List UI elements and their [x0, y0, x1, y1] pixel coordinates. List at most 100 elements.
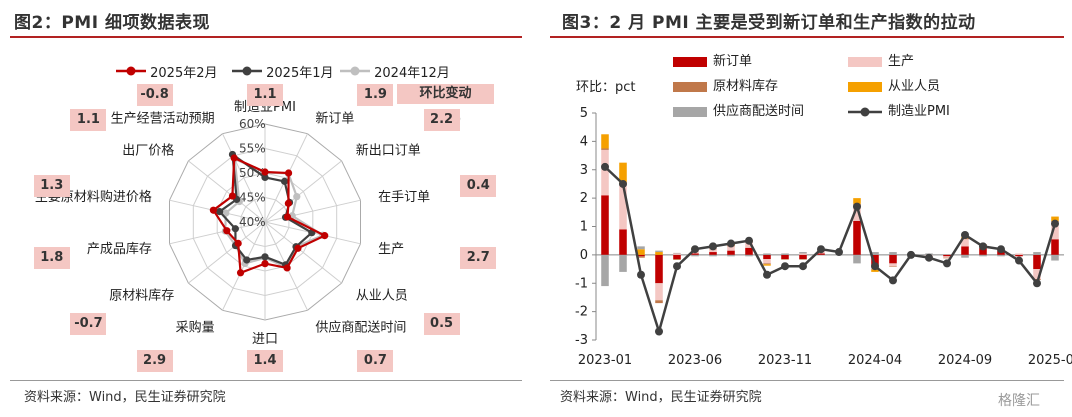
radar-point [228, 192, 237, 200]
bar-segment [655, 252, 663, 255]
pmi-point [979, 242, 987, 251]
change-box: 2.9 [136, 350, 173, 372]
radar-category-label: 在手订单 [378, 190, 430, 205]
bar-segment [655, 250, 663, 253]
pmi-point [997, 245, 1005, 254]
x-tick-label: 2024-04 [848, 353, 902, 368]
bar-segment [601, 195, 609, 255]
change-box: 1.4 [247, 350, 283, 372]
y-tick-label: -2 [575, 305, 588, 320]
radar-spoke [264, 199, 361, 223]
bar-segment [709, 249, 717, 253]
legend-label-delivery: 供应商配送时间 [713, 104, 805, 119]
pmi-point [853, 202, 861, 211]
bar-segment [709, 254, 717, 257]
legend-item-pmi: 制造业PMI [848, 100, 950, 119]
legend-marker-dec [340, 66, 370, 76]
legend-item-production: 生产 [848, 50, 914, 69]
bar-segment [871, 252, 879, 255]
radar-category-label: 供应商配送时间 [315, 320, 406, 336]
change-box: 0.5 [423, 312, 460, 335]
legend-marker-feb [116, 66, 146, 76]
bar-segment [637, 246, 645, 250]
x-tick-label: 2023-01 [578, 353, 632, 368]
y-tick-label: 2 [580, 191, 588, 206]
bar-segment [889, 263, 897, 267]
x-tick-label: 2025-02 [1028, 353, 1072, 368]
bar-segment [943, 257, 951, 259]
bar-segment [817, 254, 825, 256]
legend-label-new-orders: 新订单 [713, 54, 753, 69]
bar-segment [763, 263, 771, 265]
bar-segment [853, 198, 861, 204]
pmi-point [961, 231, 969, 240]
bar-segment [709, 252, 717, 255]
y-tick-label: 4 [580, 134, 588, 149]
radar-point [261, 253, 269, 261]
legend-label-feb: 2025年2月 [150, 66, 218, 81]
radar-spoke [264, 133, 308, 223]
bar-segment [781, 254, 789, 260]
y-tick-label: 0 [580, 248, 588, 263]
change-box: -0.8 [136, 84, 173, 106]
y-tick-label: -3 [575, 333, 588, 348]
bar-segment [943, 254, 951, 257]
legend-label-production: 生产 [888, 54, 915, 69]
y-tick-label: 3 [580, 163, 588, 178]
change-box: 1.1 [247, 84, 283, 106]
bar-segment [619, 229, 627, 255]
legend-swatch-raw-inventory [673, 81, 707, 92]
radar-spoke [264, 160, 342, 223]
bar-segment [853, 254, 861, 264]
bar-segment [871, 269, 879, 272]
bar-segment [745, 247, 753, 255]
x-tick-label: 2024-09 [938, 353, 992, 368]
pmi-point [763, 270, 771, 279]
legend-item-raw-inventory: 原材料库存 [673, 75, 778, 94]
radar-tick-label: 55% [239, 142, 266, 156]
bar-segment [961, 246, 969, 255]
radar-category-label: 采购量 [176, 320, 215, 336]
watermark: 格隆汇 [998, 393, 1040, 409]
change-box: 0.7 [357, 350, 394, 372]
pmi-point [745, 236, 753, 245]
bar-segment [727, 250, 735, 255]
x-tick-label: 2023-11 [758, 353, 812, 368]
radar-point [234, 239, 242, 247]
radar-point [321, 232, 329, 240]
y-tick-label: 5 [580, 106, 588, 121]
pmi-point [637, 270, 645, 279]
y-unit-label: 环比：pct [576, 80, 636, 95]
radar-point [230, 154, 238, 162]
bar-segment [979, 254, 987, 257]
bar-chart: -3 -2 -1 0 1 2 3 4 5 2023-01 2023-06 2023-11 2024-04… [575, 106, 1072, 368]
bar-segment [655, 300, 663, 304]
radar-point [261, 173, 269, 182]
pmi-point [1033, 279, 1041, 288]
pmi-point [835, 248, 843, 257]
radar-point [283, 264, 291, 272]
bar-segment [763, 253, 771, 255]
radar-tick-label: 45% [239, 191, 266, 205]
bar-segment [673, 259, 681, 260]
bar-segment [727, 246, 735, 251]
radar-spoke [169, 221, 266, 245]
radar-category-label: 原材料库存 [109, 287, 174, 303]
change-box: 1.8 [33, 247, 70, 270]
bar-segment [799, 253, 807, 255]
bar-segment [817, 253, 825, 255]
bar-segment [1015, 254, 1023, 257]
legend-swatch-new-orders [673, 56, 707, 67]
change-box: 0.4 [460, 174, 497, 197]
pmi-point [817, 245, 825, 254]
pmi-point [727, 239, 735, 248]
bar-segment [601, 254, 609, 287]
legend-label-pmi: 制造业PMI [888, 104, 950, 119]
pmi-point [655, 327, 663, 336]
radar-point [280, 177, 289, 185]
bar-segment [673, 253, 681, 255]
change-box: 1.9 [357, 84, 394, 106]
radar-point [216, 208, 224, 216]
bar-segment [1033, 269, 1041, 279]
bar-segment [853, 206, 861, 221]
